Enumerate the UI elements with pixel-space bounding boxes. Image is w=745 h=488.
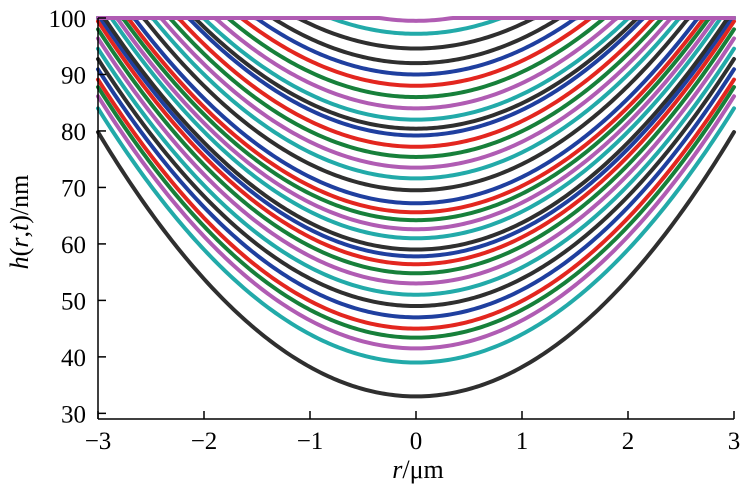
- series-line-25: [96, 16, 736, 131]
- y-axis-open-paren: (: [5, 248, 34, 257]
- y-axis-var-r: r: [5, 237, 34, 248]
- series-line-19: [96, 16, 736, 193]
- series-line-2: [96, 106, 736, 365]
- series-line-21: [96, 16, 736, 170]
- y-axis-comma: ,: [5, 231, 34, 238]
- series-line-34: [96, 16, 736, 23]
- y-tick-label: 30: [61, 401, 86, 428]
- y-axis-unit: /nm: [5, 175, 34, 215]
- y-axis-title: h(r,t)/nm: [5, 175, 34, 270]
- x-tick-label: 0: [410, 428, 423, 455]
- y-tick-label: 100: [49, 6, 87, 33]
- series-line-22: [96, 16, 736, 159]
- x-axis-var: r: [392, 455, 403, 484]
- y-axis-close-paren: ): [5, 215, 34, 224]
- y-tick-label: 70: [61, 175, 86, 202]
- y-tick-label: 80: [61, 119, 86, 146]
- y-tick-label: 40: [61, 345, 86, 372]
- x-ticks-group: −3 −2 −1 0 1 2 3: [85, 411, 741, 455]
- series-line-15: [96, 16, 736, 232]
- series-line-10: [96, 27, 736, 276]
- x-tick-label: −3: [85, 428, 112, 455]
- series-line-7: [96, 57, 736, 309]
- x-tick-label: −1: [297, 428, 324, 455]
- x-tick-label: −2: [191, 428, 218, 455]
- series-line-1: [96, 130, 736, 399]
- x-tick-label: 1: [516, 428, 529, 455]
- series-line-13: [96, 16, 736, 252]
- y-tick-label: 90: [61, 62, 86, 89]
- series-line-20: [96, 16, 736, 181]
- series-line-24: [96, 16, 736, 138]
- series-line-17: [96, 16, 736, 215]
- series-line-6: [96, 67, 736, 320]
- y-axis-var-h: h: [5, 256, 34, 269]
- series-line-4: [96, 85, 736, 340]
- series-line-5: [96, 77, 736, 331]
- series-line-3: [96, 94, 736, 351]
- series-line-18: [96, 16, 736, 206]
- x-axis-title: r/μm: [392, 455, 444, 484]
- series-line-12: [96, 16, 736, 259]
- curves-group: [96, 16, 736, 399]
- y-tick-label: 60: [61, 232, 86, 259]
- x-tick-label: 3: [728, 428, 741, 455]
- series-line-8: [96, 46, 736, 297]
- series-line-16: [96, 16, 736, 223]
- series-line-14: [96, 16, 736, 241]
- x-axis-unit: /μm: [402, 455, 443, 484]
- x-tick-label: 2: [622, 428, 635, 455]
- y-axis-var-t: t: [5, 223, 34, 231]
- y-tick-label: 50: [61, 288, 86, 315]
- series-line-23: [96, 16, 736, 149]
- series-line-11: [96, 19, 736, 267]
- y-ticks-group: 30 40 50 60 70 80 90 100: [49, 6, 106, 428]
- series-line-9: [96, 36, 736, 286]
